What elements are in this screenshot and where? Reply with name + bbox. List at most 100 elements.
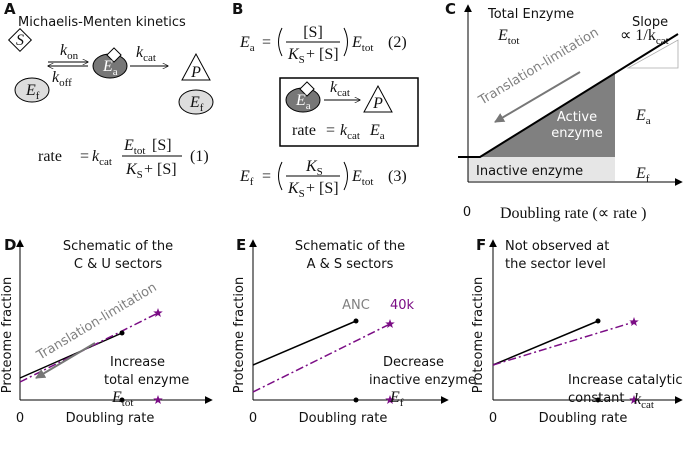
symbol-base: k bbox=[60, 42, 68, 59]
symbol-base: K bbox=[287, 180, 300, 197]
equation-free-lhs: Ef bbox=[239, 168, 254, 188]
equation-active-numerator: [S] bbox=[303, 24, 323, 41]
equation-free-total: Etot bbox=[351, 168, 373, 188]
circle-shape bbox=[353, 318, 359, 324]
x-origin: 0 bbox=[249, 411, 257, 426]
slope-label: Slope bbox=[632, 15, 668, 30]
y-label: Proteome fraction bbox=[0, 277, 15, 393]
line-shape bbox=[252, 320, 357, 366]
enzyme-free-left: Ef bbox=[25, 82, 40, 102]
symbol-subscript: tot bbox=[362, 42, 374, 54]
box-product: P bbox=[372, 95, 383, 112]
symbol-base: K bbox=[125, 161, 138, 178]
symbol-base: k bbox=[52, 69, 60, 86]
enzyme-active: Ea bbox=[102, 58, 118, 78]
annotation-0: Increase bbox=[110, 355, 165, 370]
letter: E bbox=[236, 236, 246, 254]
series-black: ANC bbox=[342, 298, 370, 313]
equation-rate-constant: kcat bbox=[92, 148, 112, 168]
line-shape bbox=[492, 321, 635, 366]
line-shape bbox=[494, 71, 581, 123]
symbol-subscript: cat bbox=[347, 130, 360, 142]
title: Michaelis-Menten kinetics bbox=[18, 15, 186, 30]
rect-shape bbox=[279, 77, 419, 147]
symbol-subscript: S bbox=[299, 54, 305, 66]
symbol-subscript: on bbox=[67, 50, 79, 62]
symbol-base: ∝ 1/k bbox=[620, 27, 656, 44]
symbol-subscript: cat bbox=[143, 52, 156, 64]
line-shape bbox=[19, 312, 159, 383]
title-0: Schematic of the bbox=[63, 239, 173, 254]
x-label: Doubling rate (∝ rate ) bbox=[500, 205, 646, 222]
line-shape bbox=[492, 320, 599, 366]
annotation-1: inactive enzyme bbox=[369, 373, 476, 388]
circle-shape bbox=[119, 330, 125, 336]
symbol-base: E bbox=[635, 165, 646, 182]
equation-active-denominator-constant: KS bbox=[287, 46, 305, 66]
symbol-base: E bbox=[351, 34, 362, 51]
circle-shape bbox=[595, 397, 601, 403]
series-purple: 40k bbox=[390, 298, 415, 313]
symbol-base: E bbox=[189, 94, 200, 111]
rect-shape bbox=[468, 157, 615, 181]
symbol-subscript: tot bbox=[122, 397, 134, 409]
circle-shape bbox=[595, 318, 601, 324]
x-origin: 0 bbox=[463, 205, 471, 220]
title-1: A & S sectors bbox=[307, 257, 394, 272]
equation-denominator-rest: + [S] bbox=[144, 161, 177, 178]
equation-active-total: Etot bbox=[351, 34, 373, 54]
symbol-subscript: a bbox=[380, 130, 385, 142]
equation-equals: = bbox=[80, 148, 89, 165]
annotation-1: constant bbox=[568, 391, 625, 406]
substrate: S bbox=[16, 32, 24, 49]
symbol-subscript: S bbox=[317, 166, 323, 178]
symbol-base: k bbox=[340, 122, 348, 139]
symbol-subscript: off bbox=[59, 77, 72, 89]
annotation-symbol: kcat bbox=[634, 391, 654, 411]
product: P bbox=[190, 64, 201, 81]
symbol-base: k bbox=[330, 79, 338, 96]
path-shape bbox=[278, 161, 283, 191]
symbol-base: E bbox=[239, 168, 250, 185]
letter: C bbox=[445, 0, 456, 18]
ellipse-shape bbox=[178, 89, 214, 115]
title-0: Schematic of the bbox=[295, 239, 405, 254]
panel-c-shapes bbox=[458, 4, 683, 186]
annotation-1: total enzyme bbox=[104, 373, 189, 388]
box-rate-constant: kcat bbox=[340, 122, 360, 142]
symbol-base: E bbox=[111, 389, 122, 406]
symbol-base: E bbox=[369, 122, 380, 139]
use-shape bbox=[153, 308, 163, 318]
path-shape bbox=[278, 27, 283, 57]
box-rate-lhs: rate bbox=[292, 122, 316, 139]
path-shape bbox=[343, 161, 348, 191]
box-rate-enzyme: Ea bbox=[369, 122, 385, 142]
title-0: Not observed at bbox=[505, 239, 609, 254]
symbol-subscript: cat bbox=[641, 399, 654, 411]
equation-free-numerator: KS bbox=[305, 158, 323, 178]
equation-active-number: (2) bbox=[388, 34, 407, 51]
polyline-shape bbox=[458, 33, 679, 158]
symbol-subscript: tot bbox=[508, 35, 520, 47]
rect-shape bbox=[299, 81, 315, 97]
polygon-shape bbox=[626, 39, 679, 69]
equation-free-denominator-rest: + [S] bbox=[306, 180, 339, 197]
rect-shape bbox=[106, 47, 122, 63]
slope-value: ∝ 1/kcat bbox=[620, 27, 669, 47]
polygon-shape bbox=[363, 84, 393, 113]
enzyme-free-right: Ef bbox=[189, 94, 204, 114]
box-enzyme: Ea bbox=[295, 92, 311, 112]
title: Total Enzyme bbox=[487, 7, 574, 22]
equation-free-denominator-constant: KS bbox=[287, 180, 305, 200]
panel-d-shapes bbox=[16, 239, 213, 405]
letter: D bbox=[4, 236, 16, 254]
letter: B bbox=[232, 0, 243, 18]
use-shape bbox=[385, 319, 395, 329]
equation-numerator-substrate: [S] bbox=[152, 137, 172, 154]
inactive-symbol: Ef bbox=[635, 165, 650, 185]
symbol-subscript: f bbox=[646, 173, 650, 185]
k-cat: kcat bbox=[136, 44, 156, 64]
active-region-1: enzyme bbox=[551, 126, 602, 141]
title-1: C & U sectors bbox=[74, 257, 162, 272]
